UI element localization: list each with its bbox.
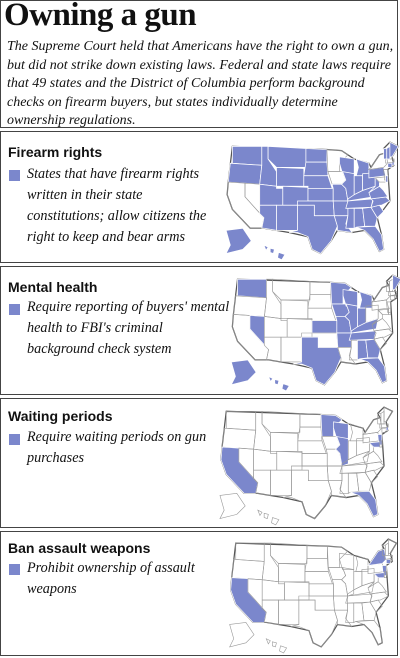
state-ma	[383, 555, 393, 560]
state-wi	[342, 289, 358, 307]
state-nm	[276, 204, 298, 231]
state-mt	[261, 410, 301, 433]
state-fl	[359, 357, 387, 384]
state-nh	[384, 542, 389, 556]
state-nc	[364, 461, 385, 473]
us-map-firearm-rights	[225, 141, 400, 261]
state-nd	[305, 148, 328, 163]
state-ma	[388, 291, 398, 297]
state-nc	[369, 591, 389, 603]
state-wi	[333, 421, 349, 440]
page-title: Owning a gun	[4, 0, 197, 33]
intro-text: The Supreme Court held that Americans ha…	[7, 39, 394, 128]
state-ct	[385, 559, 391, 564]
section-title: Waiting periods	[8, 408, 113, 424]
state-wy	[276, 167, 305, 187]
state-nc	[370, 196, 391, 208]
state-or	[227, 162, 263, 185]
state-sd	[303, 161, 329, 177]
state-fl	[356, 225, 385, 252]
state-hi	[267, 375, 290, 392]
section-waiting-periods: Waiting periods Require waiting periods …	[0, 398, 398, 528]
legend-text: Require waiting periods on gun purchases	[27, 429, 207, 466]
legend-swatch	[9, 304, 20, 315]
state-ms	[345, 207, 355, 229]
legend-swatch	[9, 434, 20, 445]
legend-swatch	[9, 564, 20, 575]
state-ma	[379, 423, 389, 429]
state-de	[388, 307, 391, 315]
state-me	[383, 406, 393, 423]
state-me	[392, 274, 400, 290]
state-tx	[290, 599, 338, 648]
legend-text: Prohibit ownership of assault weapons	[27, 560, 195, 597]
state-tx	[282, 469, 332, 519]
state-ak	[230, 359, 257, 386]
us-map-ban-assault-weapons	[229, 538, 398, 654]
legend-swatch	[9, 170, 20, 181]
state-wi	[339, 552, 355, 570]
state-ks	[307, 188, 334, 202]
state-de	[385, 175, 389, 183]
section-title: Firearm rights	[8, 144, 103, 160]
state-mt	[270, 542, 308, 564]
state-mt	[272, 278, 311, 301]
state-vt	[383, 148, 388, 160]
legend-text: States that have firearm rights written …	[27, 166, 207, 245]
state-wa	[237, 278, 267, 299]
state-hi	[257, 509, 280, 526]
state-nh	[389, 278, 393, 292]
state-fl	[355, 620, 383, 646]
state-ak	[229, 622, 255, 648]
us-outline	[230, 538, 398, 648]
state-nh	[380, 410, 385, 425]
state-ak	[219, 493, 246, 520]
state-nc	[373, 328, 394, 340]
section-title: Ban assault weapons	[8, 540, 151, 556]
section-ban-assault-weapons: Ban assault weapons Prohibit ownership o…	[0, 531, 398, 656]
state-ak	[225, 227, 252, 255]
section-mental-health: Mental health Require reporting of buyer…	[0, 266, 400, 395]
us-map-waiting-periods	[219, 406, 394, 526]
state-me	[389, 141, 399, 158]
state-ms	[345, 602, 355, 623]
section-firearm-rights: Firearm rights States that have firearm …	[0, 131, 400, 263]
section-title: Mental health	[8, 279, 98, 295]
state-me	[388, 538, 397, 554]
state-ct	[387, 162, 393, 168]
state-ma	[385, 158, 395, 164]
state-mt	[267, 146, 307, 168]
state-ct	[381, 427, 387, 433]
state-tx	[293, 336, 342, 386]
state-tx	[289, 204, 338, 254]
state-nh	[386, 145, 391, 160]
state-wi	[339, 156, 355, 175]
state-ms	[348, 339, 358, 361]
us-map-mental-health	[230, 274, 400, 392]
state-ne	[303, 175, 333, 189]
state-ga	[361, 601, 377, 621]
state-ct	[390, 295, 396, 301]
state-hi	[263, 244, 286, 261]
state-ms	[339, 473, 349, 494]
state-fl	[350, 490, 379, 517]
state-wa	[232, 146, 263, 166]
header-panel: Owning a gun The Supreme Court held that…	[0, 0, 398, 128]
state-ga	[356, 471, 372, 492]
state-hi	[265, 638, 288, 654]
state-ks	[311, 320, 338, 334]
state-de	[383, 571, 387, 578]
state-de	[379, 440, 383, 448]
legend-text: Require reporting of buyers' mental heal…	[27, 299, 230, 357]
